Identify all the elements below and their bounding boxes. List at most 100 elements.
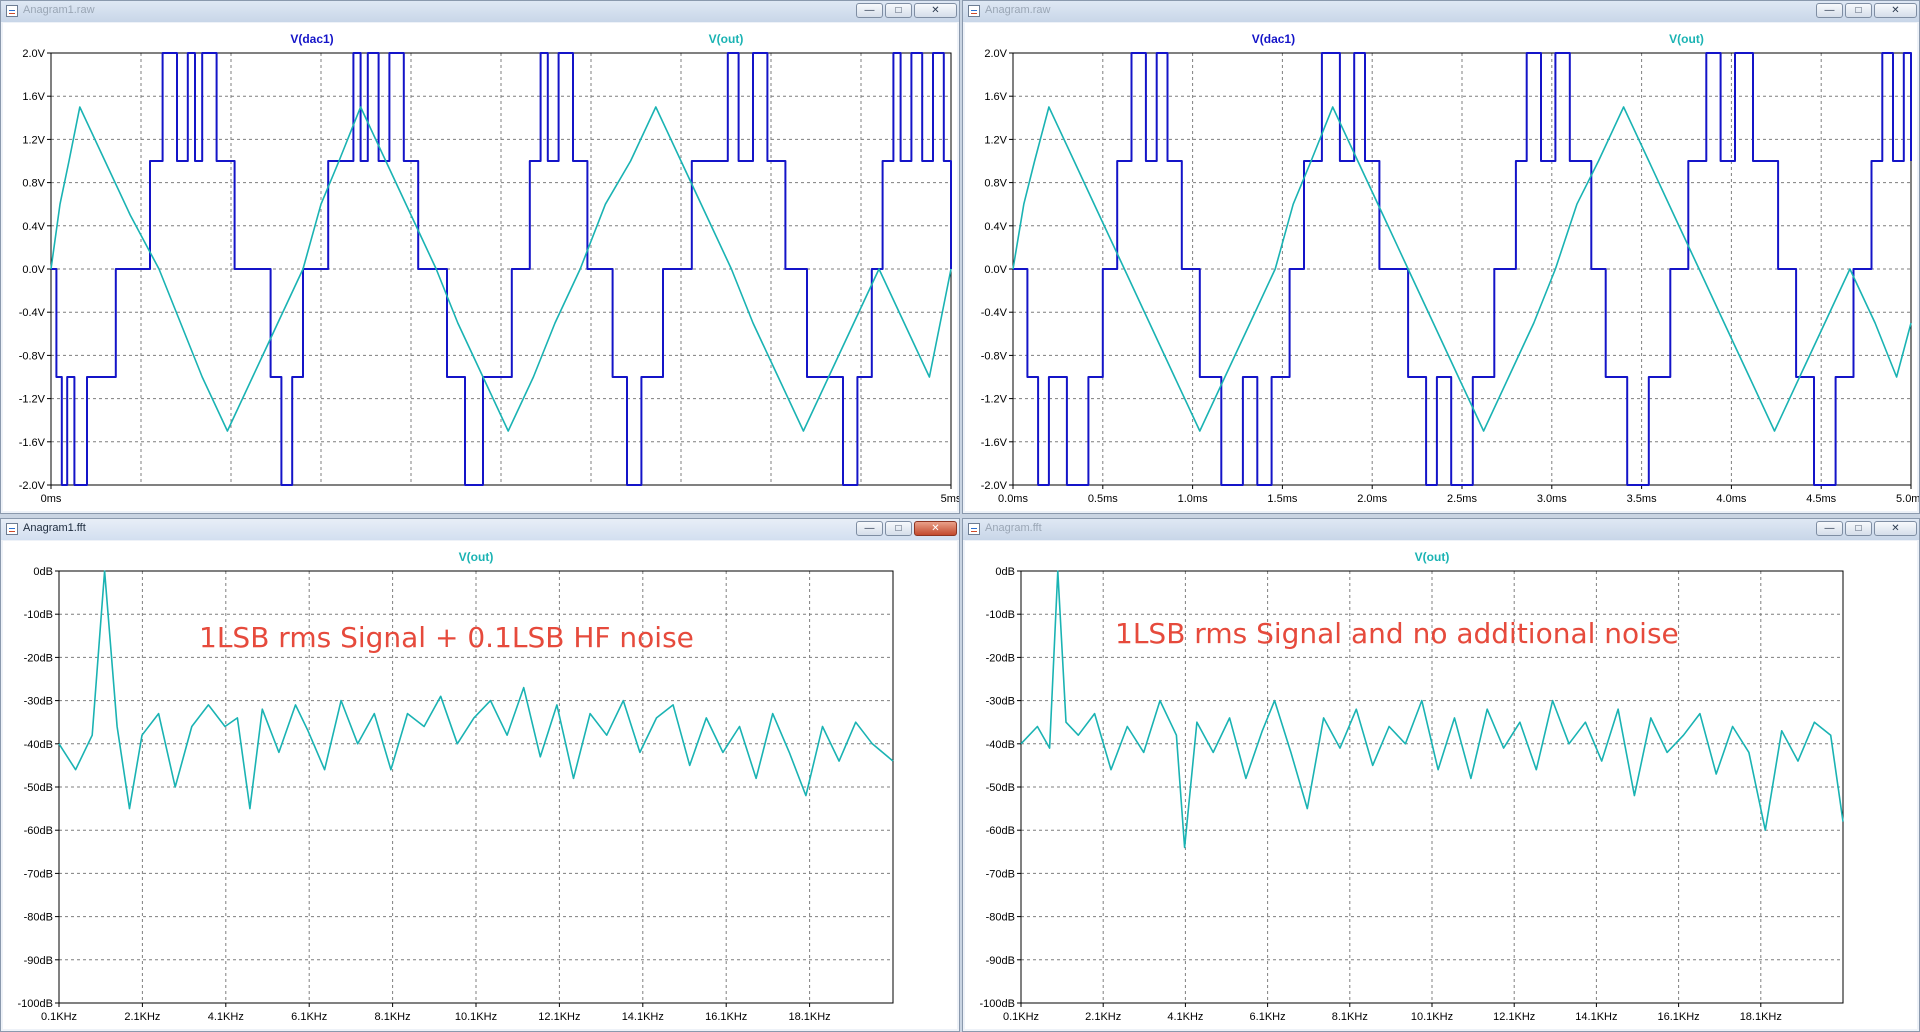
y-tick-label: -20dB <box>24 652 53 664</box>
y-tick-label: -0.8V <box>19 350 46 362</box>
x-tick-label: 2.1KHz <box>124 1011 160 1023</box>
y-tick-label: 0.8V <box>22 178 45 190</box>
x-tick-label: 3.0ms <box>1537 493 1567 505</box>
window-titlebar[interactable]: Anagram1.raw — □ ✕ <box>1 1 959 22</box>
y-tick-label: -2.0V <box>981 480 1008 492</box>
close-button[interactable]: ✕ <box>914 521 957 536</box>
legend-label-v-dac1[interactable]: V(dac1) <box>1252 32 1295 46</box>
y-tick-label: -60dB <box>986 825 1015 837</box>
x-tick-label: 4.1KHz <box>208 1011 244 1023</box>
y-tick-label: -2.0V <box>19 480 46 492</box>
legend-label-v-out[interactable]: V(out) <box>459 550 494 564</box>
minimize-button[interactable]: — <box>1816 521 1843 536</box>
waveform-chart-transient-1[interactable]: 2.0V 1.6V 1.2V 0.8V 0.4V 0.0V -0.4V -0.8V -1.2V -… <box>3 23 959 511</box>
x-tick-label: 18.1KHz <box>1740 1011 1782 1023</box>
series-line-v-out <box>50 106 952 432</box>
y-tick-label: -0.8V <box>981 350 1008 362</box>
y-tick-label: -40dB <box>24 739 53 751</box>
y-tick-label: -10dB <box>24 609 53 621</box>
maximize-button[interactable]: □ <box>1845 521 1872 536</box>
y-tick-label: -80dB <box>986 912 1015 924</box>
legend-label-v-dac1[interactable]: V(dac1) <box>290 32 333 46</box>
window-titlebar[interactable]: Anagram.raw — □ ✕ <box>963 1 1919 22</box>
ltspice-waveform-icon <box>6 5 18 17</box>
y-tick-label: -80dB <box>24 912 53 924</box>
x-tick-label: 5.0ms <box>1896 493 1919 505</box>
fft-chart-with-noise[interactable]: 0dB -10dB -20dB -30dB -40dB -50dB -60dB -70dB -8… <box>3 541 959 1029</box>
x-tick-label: 6.1KHz <box>291 1011 327 1023</box>
y-tick-label: -1.2V <box>19 394 46 406</box>
y-tick-label: -0.4V <box>19 307 46 319</box>
x-tick-label: 14.1KHz <box>622 1011 664 1023</box>
plot-area[interactable]: 2.0V 1.6V 1.2V 0.8V 0.4V 0.0V -0.4V -0.8V -1.2V -… <box>965 23 1919 511</box>
y-tick-label: 0dB <box>995 566 1015 578</box>
x-tick-label: 6.1KHz <box>1250 1011 1286 1023</box>
x-tick-label: 4.0ms <box>1716 493 1746 505</box>
y-tick-label: -40dB <box>986 739 1015 751</box>
x-tick-label: 3.5ms <box>1627 493 1657 505</box>
window-title: Anagram.raw <box>985 4 1051 16</box>
close-button[interactable]: ✕ <box>914 3 957 18</box>
close-button[interactable]: ✕ <box>1874 3 1917 18</box>
window-anagram1-fft[interactable]: Anagram1.fft — □ ✕ 0dB -10dB -20dB -30dB -40… <box>0 518 960 1032</box>
window-titlebar[interactable]: Anagram1.fft — □ ✕ <box>1 519 959 540</box>
legend-label-v-out[interactable]: V(out) <box>1669 32 1704 46</box>
annotation-text: 1LSB rms Signal and no additional noise <box>1115 617 1679 650</box>
fft-chart-no-noise[interactable]: 0dB -10dB -20dB -30dB -40dB -50dB -60dB -70dB -8… <box>965 541 1919 1029</box>
maximize-button[interactable]: □ <box>1845 3 1872 18</box>
y-tick-label: -10dB <box>986 609 1015 621</box>
y-tick-label: 0.4V <box>984 221 1007 233</box>
close-button[interactable]: ✕ <box>1874 521 1917 536</box>
plot-area[interactable]: 0dB -10dB -20dB -30dB -40dB -50dB -60dB -70dB -8… <box>3 541 957 1029</box>
y-tick-label: -20dB <box>986 652 1015 664</box>
y-tick-label: 0.8V <box>984 178 1007 190</box>
window-anagram-raw[interactable]: Anagram.raw — □ ✕ 2.0V 1.6V 1.2V 0.8V 0.4V 0.… <box>962 0 1920 514</box>
maximize-button[interactable]: □ <box>885 521 912 536</box>
y-tick-label: 1.6V <box>984 91 1007 103</box>
x-tick-label: 10.1KHz <box>1411 1011 1453 1023</box>
y-tick-label: -30dB <box>986 696 1015 708</box>
ltspice-waveform-icon <box>968 5 980 17</box>
x-tick-label: 8.1KHz <box>1332 1011 1368 1023</box>
y-tick-label: 0.0V <box>22 264 45 276</box>
y-tick-label: -1.6V <box>19 437 46 449</box>
y-tick-label: 0.0V <box>984 264 1007 276</box>
window-titlebar[interactable]: Anagram.fft — □ ✕ <box>963 519 1919 540</box>
y-tick-label: -1.2V <box>981 394 1008 406</box>
y-tick-label: 2.0V <box>22 48 45 60</box>
x-tick-label: 5ms <box>941 493 959 505</box>
minimize-button[interactable]: — <box>856 521 883 536</box>
minimize-button[interactable]: — <box>856 3 883 18</box>
window-anagram-fft[interactable]: Anagram.fft — □ ✕ 0dB -10dB -20dB -30dB -40d… <box>962 518 1920 1032</box>
y-tick-label: 2.0V <box>984 48 1007 60</box>
x-tick-label: 12.1KHz <box>1493 1011 1535 1023</box>
waveform-chart-transient-2[interactable]: 2.0V 1.6V 1.2V 0.8V 0.4V 0.0V -0.4V -0.8V -1.2V -… <box>965 23 1919 511</box>
legend-label-v-out[interactable]: V(out) <box>1415 550 1450 564</box>
y-tick-label: -50dB <box>986 782 1015 794</box>
y-tick-label: -90dB <box>986 955 1015 967</box>
x-tick-label: 1.5ms <box>1267 493 1297 505</box>
x-tick-label: 0.1KHz <box>1003 1011 1039 1023</box>
x-tick-label: 12.1KHz <box>538 1011 580 1023</box>
y-tick-label: -70dB <box>986 868 1015 880</box>
window-title: Anagram1.raw <box>23 4 95 16</box>
x-tick-label: 16.1KHz <box>1657 1011 1699 1023</box>
window-anagram1-raw[interactable]: Anagram1.raw — □ ✕ 2.0V 1.6V 1.2V 0.8V 0.4V 0… <box>0 0 960 514</box>
y-tick-label: 0dB <box>33 566 53 578</box>
y-tick-label: -1.6V <box>981 437 1008 449</box>
plot-area[interactable]: 2.0V 1.6V 1.2V 0.8V 0.4V 0.0V -0.4V -0.8V -1.2V -… <box>3 23 959 511</box>
y-tick-label: -70dB <box>24 868 53 880</box>
series-line-v-dac1 <box>1013 52 1912 486</box>
x-tick-label: 4.5ms <box>1806 493 1836 505</box>
maximize-button[interactable]: □ <box>885 3 912 18</box>
ltspice-waveform-icon <box>968 523 980 535</box>
plot-area[interactable]: 0dB -10dB -20dB -30dB -40dB -50dB -60dB -70dB -8… <box>965 541 1917 1029</box>
legend-label-v-out[interactable]: V(out) <box>709 32 744 46</box>
minimize-button[interactable]: — <box>1816 3 1843 18</box>
x-tick-label: 18.1KHz <box>788 1011 830 1023</box>
y-tick-label: -0.4V <box>981 307 1008 319</box>
x-tick-label: 0.1KHz <box>41 1011 77 1023</box>
x-tick-label: 8.1KHz <box>375 1011 411 1023</box>
y-tick-label: -50dB <box>24 782 53 794</box>
annotation-text: 1LSB rms Signal + 0.1LSB HF noise <box>199 621 694 654</box>
